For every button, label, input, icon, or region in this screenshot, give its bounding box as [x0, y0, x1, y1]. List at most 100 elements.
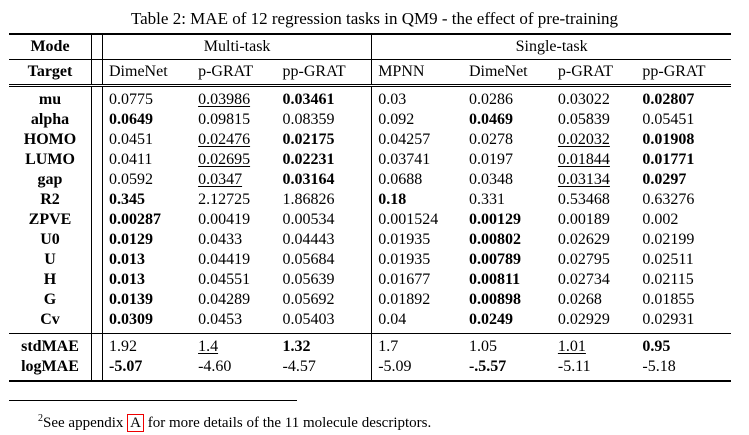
table-cell: 0.02199	[636, 230, 731, 250]
cell-value: 0.01677	[378, 271, 431, 288]
table-cell: 1.92	[102, 333, 193, 357]
cell-value: 0.331	[468, 191, 505, 208]
cell-value: 0.02511	[642, 251, 694, 268]
cell-value: 0.00898	[468, 291, 521, 308]
table-cell: 0.02476	[192, 130, 276, 150]
cell-value: 1.32	[282, 338, 311, 355]
cell-value: 0.03741	[378, 151, 431, 168]
table-cell: 0.02115	[636, 270, 731, 290]
footnote-mark: 2	[38, 413, 43, 424]
cell-value: 0.02795	[557, 251, 610, 268]
double-divider	[91, 270, 103, 290]
table-cell: 0.0347	[192, 170, 276, 190]
table-cell: 0.00419	[192, 210, 276, 230]
cell-value: 0.0649	[109, 111, 153, 128]
cell-value: 0.01855	[642, 291, 695, 308]
table-cell: 0.0249	[463, 310, 552, 334]
table-cell: -.5.57	[462, 357, 552, 382]
table-cell: 0.01935	[371, 230, 463, 250]
table-cell: 1.01	[551, 333, 637, 357]
cell-value: 0.02199	[642, 231, 695, 248]
table-cell: -5.11	[551, 357, 637, 382]
target-header-row: Target DimeNet p-GRAT pp-GRAT MPNN DimeNet p-…	[9, 59, 731, 86]
table-cell: 0.01892	[371, 290, 463, 310]
table-cell: 0.002	[636, 210, 731, 230]
cell-value: -4.60	[198, 358, 232, 375]
cell-value: 0.0411	[109, 151, 153, 168]
table-cell: 0.345	[103, 190, 193, 210]
cell-value: 0.001524	[378, 211, 439, 228]
cell-value: 0.0129	[109, 231, 153, 248]
cell-value: 0.95	[642, 338, 671, 355]
cell-value: 0.05839	[557, 111, 610, 128]
cell-value: 0.00287	[109, 211, 161, 228]
double-divider	[91, 59, 103, 86]
table-cell: 0.05639	[277, 270, 372, 290]
cell-value: 1.7	[378, 338, 399, 355]
table-cell: 0.01908	[636, 130, 731, 150]
table-cell: 0.03461	[276, 84, 372, 110]
table-cell: 1.7	[371, 333, 463, 357]
table-cell: 0.00189	[552, 210, 636, 230]
appendix-link[interactable]: A	[127, 414, 144, 432]
table-cell: 0.05839	[552, 110, 636, 130]
double-divider	[91, 84, 103, 110]
double-divider	[91, 190, 103, 210]
footnote-text-post: for more details of the 11 molecule desc…	[143, 415, 432, 431]
cell-value: 0.0297	[642, 171, 687, 188]
row-label: stdMAE	[9, 333, 92, 357]
cell-value: 0.03134	[557, 171, 610, 188]
single-task-header: Single-task	[371, 33, 731, 60]
cell-value: -5.09	[378, 358, 412, 375]
table-cell: 0.00129	[463, 210, 552, 230]
table-cell: 0.001524	[371, 210, 463, 230]
cell-value: 0.02695	[198, 151, 251, 168]
table-cell: 0.02795	[552, 250, 636, 270]
table-cell: 0.0453	[192, 310, 276, 334]
cell-value: 0.00802	[468, 231, 521, 248]
table-cell: 0.0286	[462, 84, 552, 110]
table-cell: 0.0451	[103, 130, 193, 150]
table-cell: 0.00534	[277, 210, 372, 230]
table-cell: -5.18	[636, 357, 731, 382]
table-cell: 0.04257	[371, 130, 463, 150]
table-cell: 0.0348	[463, 170, 552, 190]
table-cell: 0.02931	[636, 310, 731, 334]
cell-value: -4.57	[282, 358, 316, 375]
cell-value: 0.01892	[378, 291, 431, 308]
double-divider	[91, 110, 103, 130]
cell-value: 0.0592	[109, 171, 153, 188]
table-cell: -5.07	[102, 357, 193, 382]
double-divider	[91, 250, 103, 270]
double-divider	[91, 170, 103, 190]
cell-value: 0.02931	[642, 311, 695, 328]
double-divider	[91, 357, 103, 382]
table-cell: 0.03	[371, 84, 463, 110]
cell-value: 0.05451	[642, 111, 695, 128]
cell-value: 0.02476	[198, 131, 251, 148]
cell-value: 0.02032	[557, 131, 610, 148]
cell-value: 0.02629	[557, 231, 610, 248]
cell-value: -.5.57	[468, 358, 507, 375]
cell-value: 0.0453	[198, 311, 243, 328]
cell-value: 0.02807	[642, 91, 695, 108]
cell-value: 2.12725	[198, 191, 251, 208]
cell-value: 0.01844	[557, 151, 610, 168]
cell-value: 0.02115	[642, 271, 694, 288]
table-cell: 0.04	[371, 310, 463, 334]
row-label: ZPVE	[28, 211, 72, 228]
cell-value: 0.02734	[557, 271, 610, 288]
table-cell: 0.0309	[103, 310, 193, 334]
cell-value: 0.01771	[642, 151, 695, 168]
table-row: LUMO 0.0411 0.02695 0.02231 0.03741 0.0197 0.0…	[9, 150, 731, 170]
cell-value: 0.00419	[198, 211, 251, 228]
table-cell: 0.00811	[463, 270, 552, 290]
table-row: gap 0.0592 0.0347 0.03164 0.0688 0.0348 0.0313…	[9, 170, 731, 190]
table-cell: 0.05684	[277, 250, 372, 270]
row-label: LUMO	[25, 151, 75, 168]
table-cell: 0.02032	[552, 130, 636, 150]
table-row: H 0.013 0.04551 0.05639 0.01677 0.00811 0.0273…	[9, 270, 731, 290]
cell-value: 0.002	[642, 211, 679, 228]
table-cell: 0.01771	[636, 150, 731, 170]
table-cell: 0.04443	[277, 230, 372, 250]
